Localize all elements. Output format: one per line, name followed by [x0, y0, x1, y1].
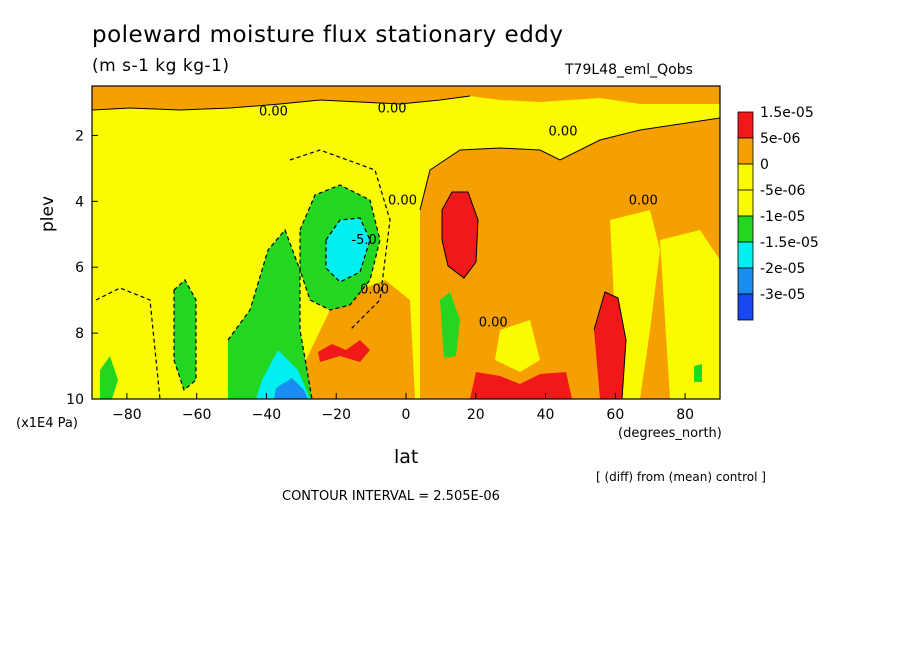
legend-swatch	[737, 293, 754, 321]
legend-swatch	[737, 137, 754, 165]
x-axis-unit: (degrees_north)	[618, 426, 722, 441]
y-tick-label: 2	[75, 128, 84, 144]
legend-swatch	[737, 267, 754, 295]
chart-units: (m s-1 kg kg-1)	[92, 56, 230, 76]
run-name: T79L48_eml_Qobs	[565, 62, 693, 78]
x-tick-label: −20	[321, 407, 351, 423]
y-tick-label: 8	[75, 326, 84, 342]
legend-swatch	[737, 241, 754, 269]
x-tick-label: 20	[467, 407, 485, 423]
x-tick-label: 40	[537, 407, 555, 423]
diff-note: [ (diff) from (mean) control ]	[596, 470, 766, 484]
contour-label: 0.00	[360, 283, 389, 298]
legend-swatch	[737, 215, 754, 243]
legend-label: 0	[760, 157, 769, 173]
contour-label: 0.00	[378, 101, 407, 116]
x-tick-label: −80	[112, 407, 142, 423]
x-axis-label: lat	[394, 446, 419, 468]
legend-label: 1.5e-05	[760, 105, 814, 121]
y-tick-label: 6	[75, 260, 84, 276]
y-axis-unit: (x1E4 Pa)	[16, 416, 78, 431]
x-tick-label: −40	[252, 407, 282, 423]
contour-label: 0.00	[549, 124, 578, 139]
contour-label: 0.00	[629, 194, 658, 209]
x-tick-label: 80	[676, 407, 694, 423]
legend-label: -2e-05	[760, 261, 805, 277]
legend-swatch	[737, 163, 754, 191]
legend-label: 5e-06	[760, 131, 800, 147]
x-tick-label: −60	[182, 407, 212, 423]
x-tick-label: 0	[402, 407, 411, 423]
legend-label: -1.5e-05	[760, 235, 819, 251]
legend-label: -3e-05	[760, 287, 805, 303]
chart-title: poleward moisture flux stationary eddy	[92, 22, 564, 48]
legend-label: -1e-05	[760, 209, 805, 225]
y-tick-label: 4	[75, 194, 84, 210]
legend-swatch	[737, 111, 754, 139]
legend-swatch	[737, 189, 754, 217]
color-legend: 1.5e-05 5e-06 0 -5e-06 -1e-05 -1.5e-05 -2e-05 -…	[737, 105, 819, 321]
contour-label: 0.00	[388, 194, 417, 209]
y-axis-ticks: 2 4 6 8 10	[66, 128, 98, 408]
x-tick-label: 60	[606, 407, 624, 423]
contour-labels: 0.00 0.00 0.00 0.00 0.00 -5.0 0.00 0.00	[259, 101, 658, 330]
contour-label: 0.00	[479, 316, 508, 331]
contour-interval: CONTOUR INTERVAL = 2.505E-06	[282, 489, 500, 504]
contour-label: -5.0	[351, 233, 376, 248]
contour-label: 0.00	[259, 105, 288, 120]
contour-fill	[92, 86, 720, 399]
x-axis-ticks: −80 −60 −40 −20 0 20 40 60 80	[112, 393, 694, 423]
y-tick-label: 10	[66, 392, 84, 408]
legend-label: -5e-06	[760, 183, 806, 199]
